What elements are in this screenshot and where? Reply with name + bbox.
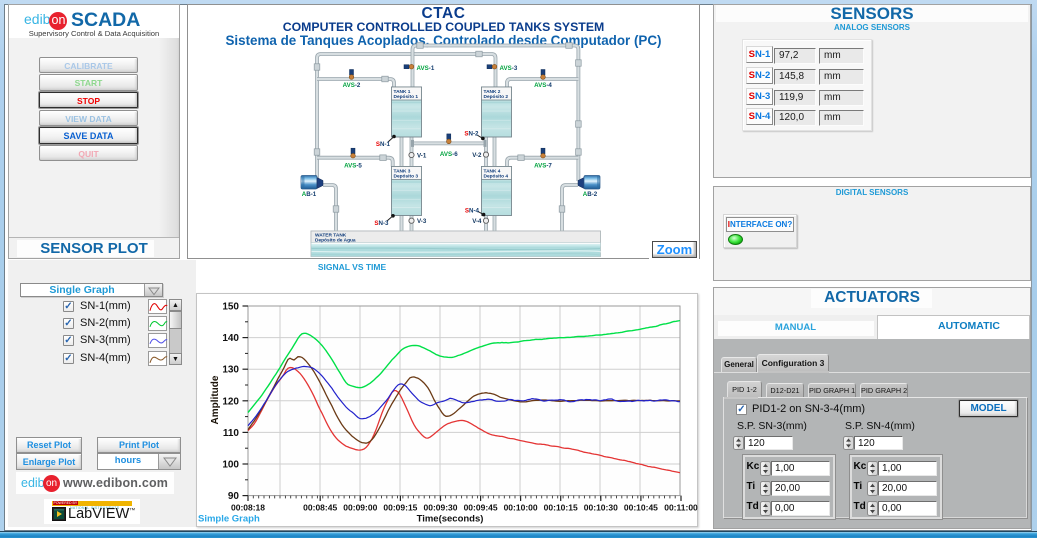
svg-text:00:10:00: 00:10:00 (504, 503, 538, 513)
svg-text:V-3: V-3 (417, 218, 427, 225)
svg-text:Depósito 1: Depósito 1 (394, 94, 419, 100)
svg-text:00:10:45: 00:10:45 (624, 503, 658, 513)
svg-text:AVS-4: AVS-4 (534, 82, 552, 89)
svg-text:SN-4: SN-4 (465, 208, 480, 215)
svg-text:Depósito 2: Depósito 2 (484, 94, 509, 100)
svg-text:TANK 2: TANK 2 (484, 89, 501, 95)
svg-text:120: 120 (222, 396, 239, 407)
svg-text:Amplitude: Amplitude (210, 375, 221, 424)
svg-text:TANK 4: TANK 4 (484, 168, 501, 174)
svg-text:00:10:30: 00:10:30 (584, 503, 618, 513)
svg-text:00:09:45: 00:09:45 (464, 503, 498, 513)
svg-text:AVS-1: AVS-1 (417, 65, 435, 72)
svg-text:00:09:15: 00:09:15 (383, 503, 417, 513)
svg-text:AVS-2: AVS-2 (343, 82, 361, 89)
svg-text:Depósito 3: Depósito 3 (394, 174, 419, 180)
svg-text:AVS-3: AVS-3 (500, 65, 518, 72)
svg-text:00:09:30: 00:09:30 (423, 503, 457, 513)
svg-text:AB-1: AB-1 (302, 191, 317, 198)
svg-text:AVS-7: AVS-7 (534, 163, 552, 170)
svg-text:130: 130 (222, 365, 239, 376)
svg-text:Time(seconds): Time(seconds) (417, 514, 484, 525)
svg-text:TANK 3: TANK 3 (394, 168, 411, 174)
svg-text:00:10:15: 00:10:15 (544, 503, 578, 513)
svg-text:TANK 1: TANK 1 (394, 89, 411, 95)
svg-text:00:09:00: 00:09:00 (343, 503, 377, 513)
svg-text:AB-2: AB-2 (583, 191, 598, 198)
svg-text:00:11:00: 00:11:00 (664, 503, 698, 513)
svg-text:Depósito 4: Depósito 4 (484, 174, 509, 180)
svg-text:SN-3: SN-3 (374, 220, 389, 227)
svg-text:AVS-5: AVS-5 (344, 163, 362, 170)
svg-text:SN-1: SN-1 (376, 141, 391, 148)
svg-text:00:08:18: 00:08:18 (231, 503, 265, 513)
svg-text:Simple Graph: Simple Graph (198, 514, 260, 525)
svg-text:90: 90 (228, 491, 240, 502)
svg-text:110: 110 (223, 428, 240, 439)
svg-text:SN-2: SN-2 (464, 131, 479, 138)
svg-text:100: 100 (222, 460, 239, 471)
svg-text:WATER TANK: WATER TANK (315, 233, 347, 239)
svg-text:V-2: V-2 (472, 152, 482, 159)
svg-text:00:08:45: 00:08:45 (303, 503, 337, 513)
svg-text:150: 150 (222, 302, 239, 313)
svg-text:Depósito de Agua: Depósito de Agua (315, 238, 356, 244)
svg-text:140: 140 (222, 333, 239, 344)
svg-text:AVS-6: AVS-6 (440, 151, 458, 158)
svg-text:V-1: V-1 (417, 153, 427, 160)
svg-text:V-4: V-4 (472, 218, 482, 225)
